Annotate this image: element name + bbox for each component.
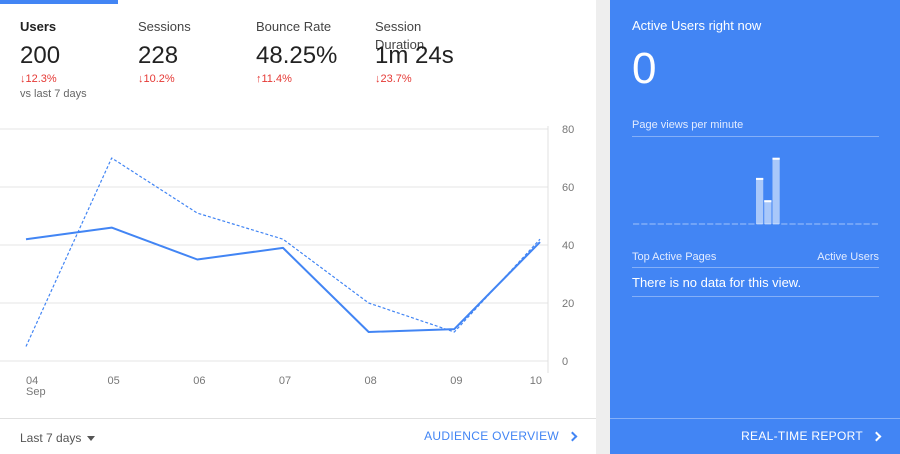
- y-tick-label: 40: [562, 240, 574, 252]
- top-pages-header: Top Active Pages Active Users: [632, 251, 879, 263]
- metric-value: 1m 24s: [375, 42, 454, 69]
- active-users-column-label: Active Users: [817, 251, 879, 263]
- realtime-card: Active Users right now 0 Page views per …: [610, 0, 900, 454]
- pageviews-bar-cap: [772, 157, 780, 160]
- caret-down-icon: [87, 435, 96, 441]
- active-users-count: 0: [632, 44, 657, 93]
- pageviews-label: Page views per minute: [632, 119, 744, 131]
- date-range-label: Last 7 days: [20, 431, 82, 445]
- top-pages-label: Top Active Pages: [632, 251, 717, 263]
- metric-change: ↓12.3%: [20, 73, 57, 85]
- x-tick-label: 09: [450, 375, 462, 387]
- pageviews-bar: [772, 157, 780, 224]
- y-tick-label: 0: [562, 356, 568, 368]
- chevron-right-icon: [567, 431, 578, 441]
- metric-tab-session-duration[interactable]: Session Duration 1m 24s ↓23.7%: [355, 0, 473, 110]
- y-tick-label: 80: [562, 124, 574, 136]
- realtime-footer: REAL-TIME REPORT: [610, 418, 900, 454]
- metric-label: Session Duration: [375, 19, 425, 52]
- x-tick-label: 10: [530, 375, 542, 387]
- x-tick-label: 06: [193, 375, 205, 387]
- no-data-message: There is no data for this view.: [632, 275, 802, 290]
- metric-tab-users[interactable]: Users 200 ↓12.3% vs last 7 days: [0, 0, 118, 110]
- metric-label: Users: [20, 19, 57, 34]
- chart-svg: 80 60 40 20 0 04 05 06 07 08 09 10 Sep: [0, 124, 574, 398]
- metric-value: 48.25%: [256, 42, 338, 69]
- x-tick-label: 04: [26, 375, 38, 387]
- pageviews-bar: [756, 177, 764, 224]
- metric-change: ↓23.7%: [375, 73, 412, 85]
- metric-label: Bounce Rate: [256, 19, 332, 34]
- realtime-title: Active Users right now: [632, 18, 762, 33]
- metric-change: ↓10.2%: [138, 73, 175, 85]
- y-tick-label: 20: [562, 298, 574, 310]
- realtime-report-link[interactable]: REAL-TIME REPORT: [741, 429, 882, 443]
- divider: [632, 136, 879, 137]
- pageviews-bar-cap: [756, 177, 764, 180]
- divider: [632, 296, 879, 297]
- comparison-series-line: [25, 157, 541, 347]
- metric-value: 200: [20, 42, 61, 69]
- divider: [632, 267, 879, 268]
- comparison-label: vs last 7 days: [20, 88, 87, 100]
- pageviews-bar: [764, 200, 772, 224]
- metric-value: 228: [138, 42, 179, 69]
- x-tick-sublabel: Sep: [26, 386, 46, 398]
- realtime-report-label: REAL-TIME REPORT: [741, 429, 863, 443]
- x-tick-label: 07: [279, 375, 291, 387]
- audience-overview-label: AUDIENCE OVERVIEW: [424, 429, 559, 443]
- overview-card: Users 200 ↓12.3% vs last 7 days Sessions…: [0, 0, 596, 454]
- metric-tab-bounce-rate[interactable]: Bounce Rate 48.25% ↑11.4%: [236, 0, 354, 110]
- pageviews-bar-cap: [764, 200, 772, 203]
- pageviews-bar-chart: [633, 157, 878, 225]
- y-tick-label: 60: [562, 182, 574, 194]
- metric-tab-sessions[interactable]: Sessions 228 ↓10.2%: [118, 0, 236, 110]
- x-tick-label: 08: [365, 375, 377, 387]
- date-range-dropdown[interactable]: Last 7 days: [20, 431, 96, 445]
- current-series-line: [25, 226, 541, 333]
- card-footer: Last 7 days AUDIENCE OVERVIEW: [0, 418, 596, 454]
- x-tick-label: 05: [108, 375, 120, 387]
- chevron-right-icon: [871, 431, 882, 441]
- metric-change: ↑11.4%: [256, 73, 292, 85]
- metric-label: Sessions: [138, 19, 191, 34]
- users-line-chart: 80 60 40 20 0 04 05 06 07 08 09 10 Sep: [0, 118, 596, 408]
- selected-tab-indicator: [0, 0, 118, 4]
- audience-overview-link[interactable]: AUDIENCE OVERVIEW: [424, 429, 578, 443]
